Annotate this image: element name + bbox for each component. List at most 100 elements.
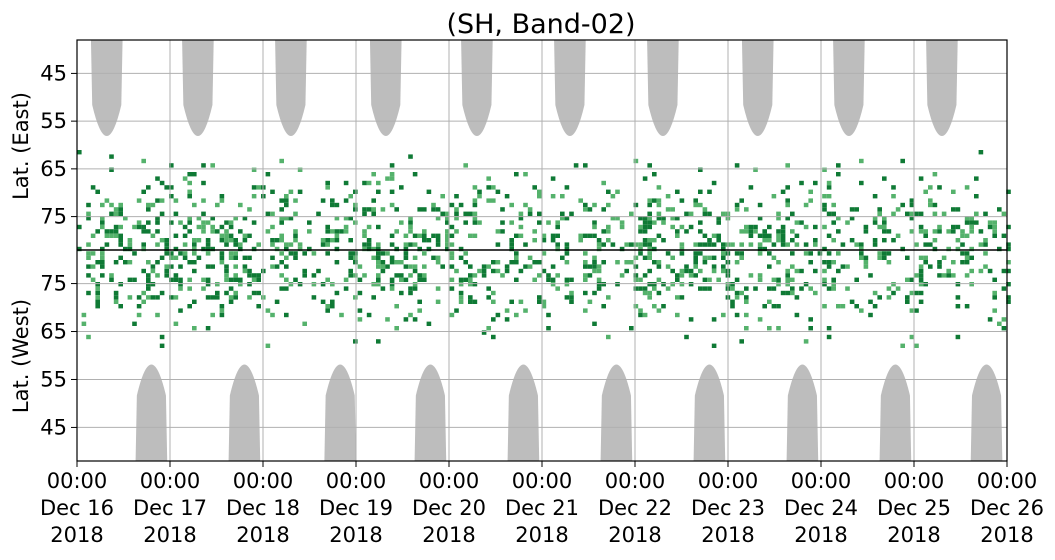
activity-cell bbox=[569, 277, 574, 282]
activity-cell bbox=[127, 238, 133, 243]
activity-cell bbox=[100, 216, 105, 221]
activity-cell bbox=[592, 202, 597, 208]
y-tick-label: 65 bbox=[40, 320, 67, 344]
activity-cell bbox=[776, 233, 781, 238]
activity-cell bbox=[679, 295, 685, 300]
activity-cell bbox=[371, 172, 376, 177]
activity-cell bbox=[836, 172, 841, 177]
activity-cell bbox=[532, 260, 537, 265]
activity-cell bbox=[748, 242, 754, 247]
activity-cell bbox=[196, 238, 202, 243]
activity-cell bbox=[684, 229, 689, 234]
activity-cell bbox=[422, 273, 427, 278]
activity-cell bbox=[353, 220, 358, 225]
activity-cell bbox=[357, 264, 363, 269]
activity-cell bbox=[799, 286, 804, 291]
activity-cell bbox=[541, 268, 547, 274]
activity-cell bbox=[859, 180, 864, 186]
activity-cell bbox=[813, 238, 818, 243]
activity-cell bbox=[960, 229, 965, 234]
activity-cell bbox=[518, 224, 524, 230]
activity-cell bbox=[702, 242, 708, 247]
activity-cell bbox=[380, 264, 386, 269]
activity-cell bbox=[238, 202, 243, 208]
activity-cell bbox=[109, 202, 114, 208]
activity-cell bbox=[992, 220, 997, 225]
activity-cell bbox=[509, 299, 514, 304]
activity-cell bbox=[109, 273, 114, 278]
activity-cell bbox=[472, 299, 478, 304]
activity-cell bbox=[201, 286, 206, 291]
activity-cell bbox=[270, 242, 275, 247]
activity-cell bbox=[412, 172, 418, 177]
activity-cell bbox=[624, 260, 629, 265]
activity-cell bbox=[376, 251, 381, 256]
activity-cell bbox=[992, 295, 997, 300]
activity-cell bbox=[472, 282, 478, 287]
activity-cell bbox=[472, 185, 478, 190]
activity-cell bbox=[808, 189, 813, 194]
activity-cell bbox=[642, 220, 648, 225]
activity-cell bbox=[514, 277, 519, 282]
activity-cell bbox=[445, 233, 450, 238]
activity-cell bbox=[757, 317, 763, 322]
activity-cell bbox=[983, 251, 988, 256]
activity-cell bbox=[734, 163, 740, 168]
activity-cell bbox=[504, 194, 510, 199]
activity-cell bbox=[1001, 268, 1007, 274]
activity-cell bbox=[785, 277, 790, 282]
activity-cell bbox=[527, 211, 533, 216]
activity-cell bbox=[192, 326, 197, 331]
activity-cell bbox=[803, 251, 809, 256]
activity-cell bbox=[279, 238, 284, 243]
activity-cell bbox=[578, 198, 583, 203]
activity-cell bbox=[463, 163, 468, 168]
activity-cell bbox=[776, 277, 781, 282]
activity-cell bbox=[831, 211, 836, 216]
activity-cell bbox=[348, 273, 353, 278]
activity-cell bbox=[136, 224, 142, 230]
activity-cell bbox=[477, 194, 482, 199]
activity-cell bbox=[136, 295, 142, 300]
activity-cell bbox=[836, 304, 841, 309]
activity-cell bbox=[325, 242, 330, 247]
activity-cell bbox=[693, 198, 698, 203]
activity-cell bbox=[541, 304, 547, 309]
activity-cell bbox=[983, 242, 988, 247]
activity-cell bbox=[389, 163, 395, 168]
activity-cell bbox=[288, 251, 294, 256]
activity-cell bbox=[422, 233, 427, 238]
activity-cell bbox=[785, 242, 790, 247]
activity-cell bbox=[702, 286, 708, 291]
activity-cell bbox=[964, 255, 970, 260]
activity-cell bbox=[813, 290, 818, 296]
activity-cell bbox=[210, 264, 215, 269]
activity-cell bbox=[330, 299, 335, 304]
activity-cell bbox=[744, 326, 749, 331]
activity-cell bbox=[95, 290, 100, 296]
activity-cell bbox=[394, 273, 399, 278]
activity-cell bbox=[606, 202, 611, 208]
activity-cell bbox=[491, 290, 496, 296]
activity-cell bbox=[215, 295, 220, 300]
x-tick-label-line: Dec 20 bbox=[412, 496, 486, 520]
activity-cell bbox=[353, 273, 358, 278]
activity-cell bbox=[210, 246, 215, 252]
activity-cell bbox=[90, 264, 96, 269]
activity-cell bbox=[831, 282, 836, 287]
activity-cell bbox=[592, 321, 597, 326]
activity-cell bbox=[399, 220, 404, 225]
activity-cell bbox=[481, 264, 487, 269]
activity-cell bbox=[1006, 224, 1011, 230]
activity-cell bbox=[698, 286, 703, 291]
activity-cell bbox=[849, 299, 855, 304]
activity-cell bbox=[219, 198, 225, 203]
activity-cell bbox=[334, 290, 340, 296]
activity-cell bbox=[385, 251, 390, 256]
activity-cell bbox=[435, 233, 441, 238]
activity-cell bbox=[647, 211, 652, 216]
activity-cell bbox=[86, 216, 91, 221]
activity-cell bbox=[822, 268, 827, 274]
activity-cell bbox=[698, 167, 703, 172]
activity-cell bbox=[592, 220, 597, 225]
